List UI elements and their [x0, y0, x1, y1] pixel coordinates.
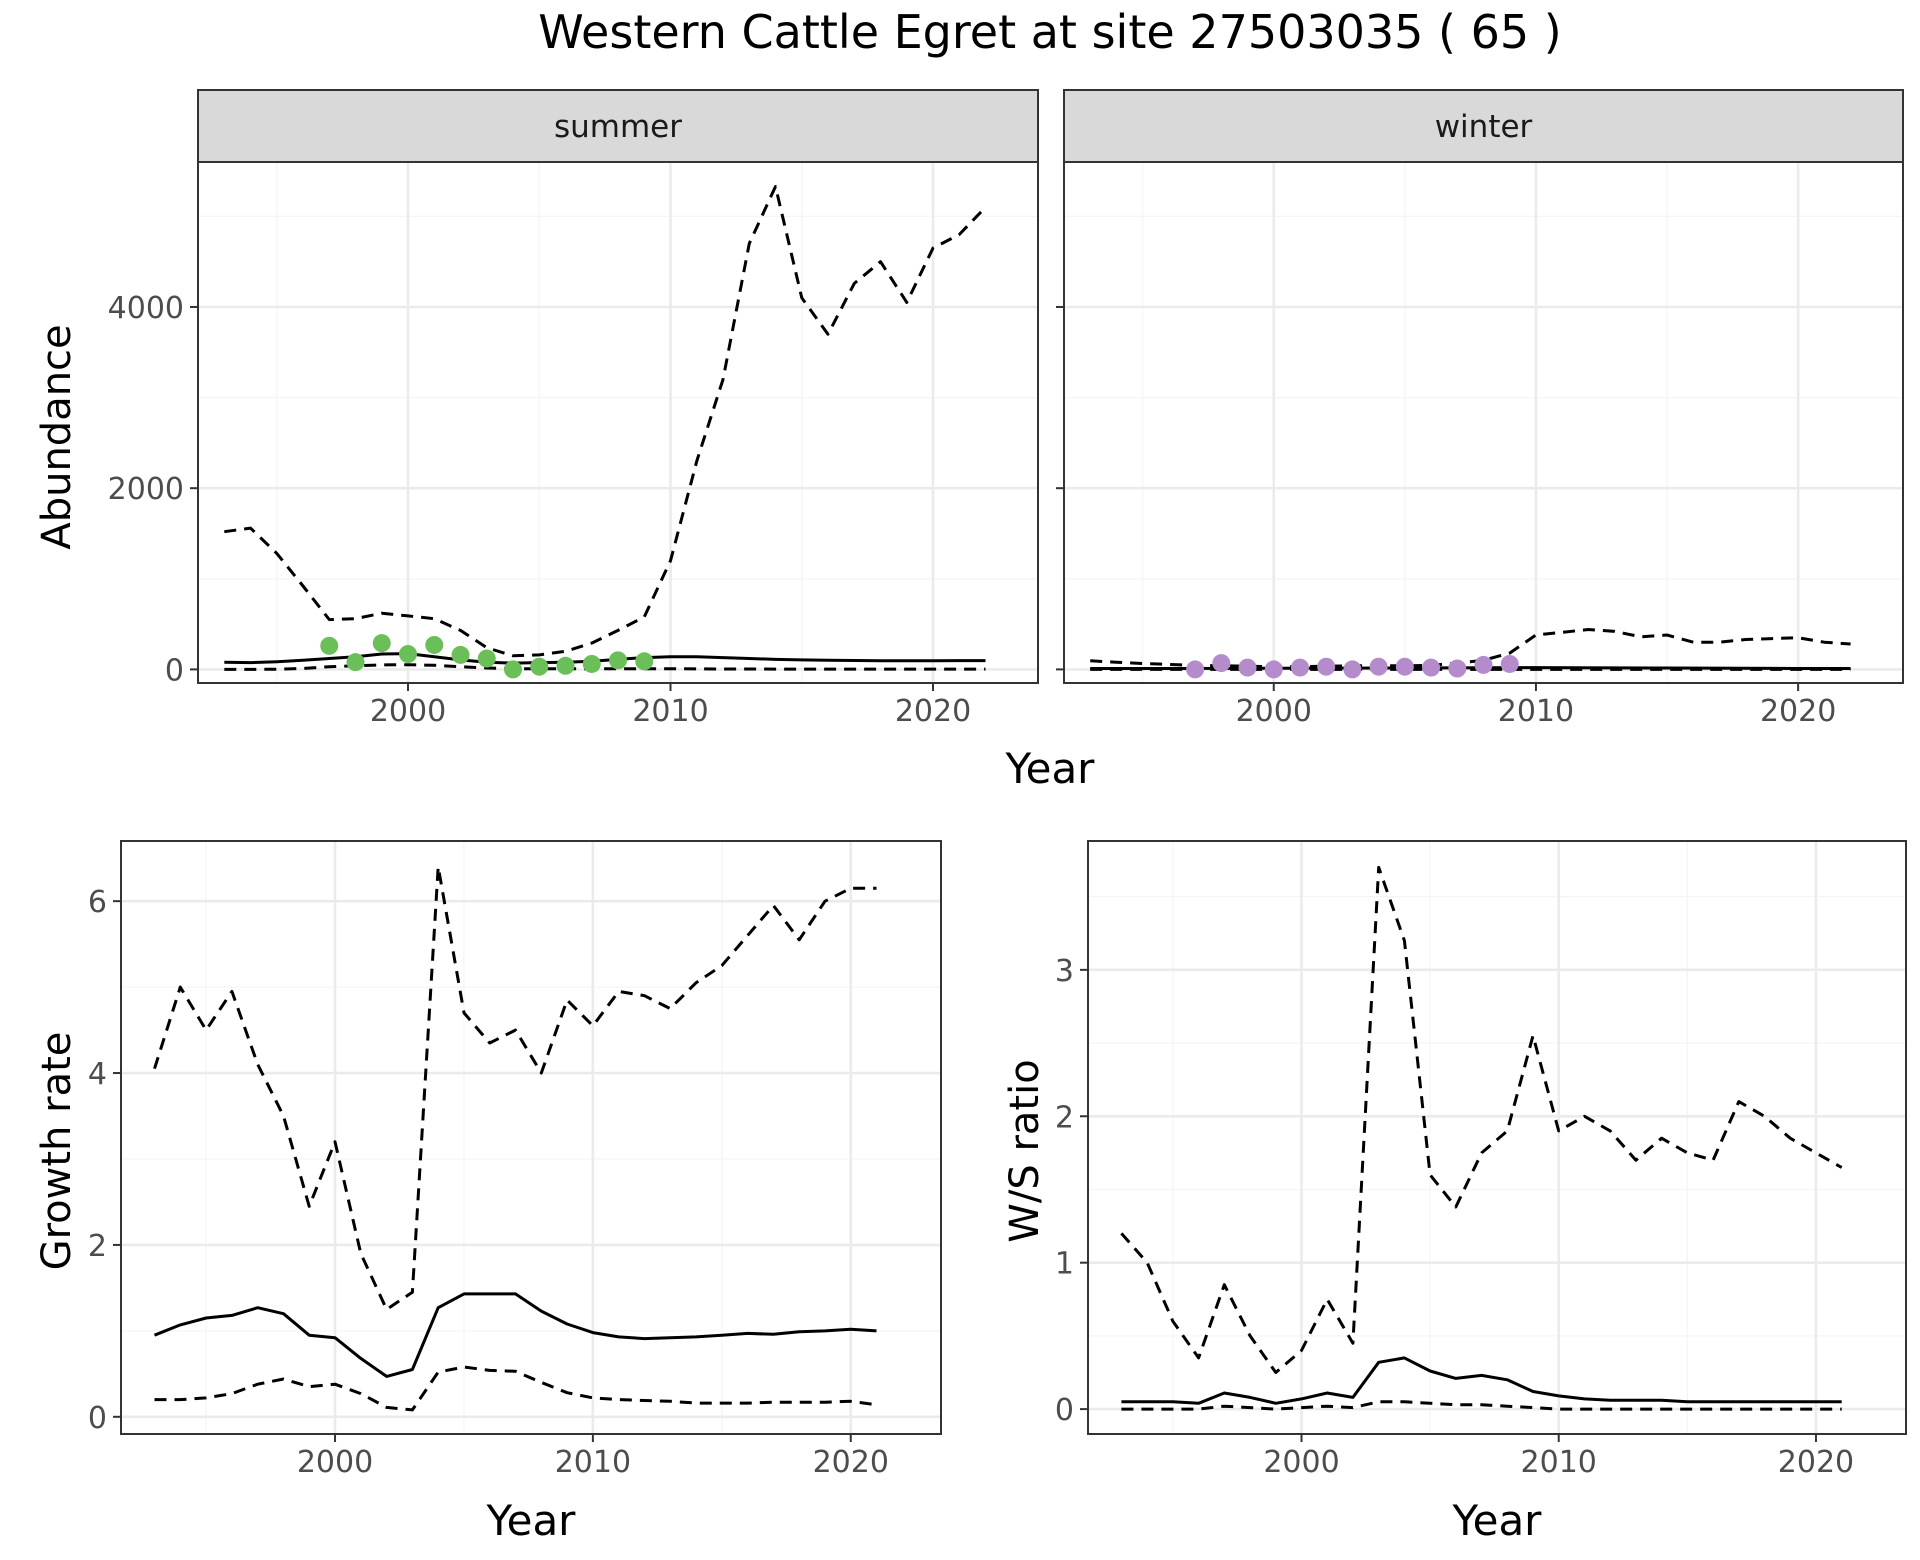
winter-observed-point	[1500, 654, 1519, 673]
summer-observed-point	[320, 636, 339, 655]
estimate-line	[1121, 1356, 1842, 1405]
x-tick-label: 2020	[895, 694, 971, 729]
summer-observed-point	[399, 645, 417, 664]
x-tick-label: 2000	[297, 1445, 373, 1480]
x-tick-label: 2010	[632, 694, 708, 729]
y-axis-title: Growth rate	[34, 1032, 80, 1271]
x-axis-title: Year	[1005, 744, 1096, 793]
upper-bound-line	[1090, 628, 1851, 669]
winter-abundance-panel: 2000 2010 2020 winter	[1056, 89, 1904, 729]
y-tick-label: 4000	[108, 291, 184, 326]
y-tick-label: 3	[1055, 954, 1074, 989]
y-tick-label: 2	[1055, 1100, 1074, 1135]
x-tick-label: 2010	[1498, 694, 1574, 729]
y-tick-label: 0	[1055, 1393, 1074, 1428]
panel-border	[197, 161, 1039, 684]
y-axis-title: Abundance	[34, 324, 80, 549]
summer-observed-point	[556, 656, 575, 675]
upper-bound-line	[224, 185, 987, 658]
facet-strip-label: summer	[554, 109, 682, 145]
panel-border	[1063, 161, 1904, 684]
x-tick-label: 2000	[370, 694, 446, 729]
y-tick-label: 2000	[108, 472, 184, 507]
winter-observed-point	[1264, 660, 1283, 679]
upper-bound-line	[1120, 865, 1843, 1374]
facet-strip	[197, 89, 1039, 163]
x-tick-label: 2020	[813, 1445, 889, 1480]
y-tick-label: 4	[88, 1057, 107, 1092]
estimate-line	[224, 652, 986, 665]
x-tick-label: 2000	[1236, 694, 1312, 729]
summer-observed-point	[504, 660, 522, 679]
summer-observed-point	[425, 635, 444, 654]
y-tick-label: 1	[1055, 1247, 1074, 1282]
facet-strip	[1063, 89, 1904, 163]
y-tick-label: 2	[88, 1229, 107, 1264]
x-tick-label: 2010	[1521, 1445, 1597, 1480]
winter-observed-point	[1238, 658, 1257, 677]
x-tick-label: 2020	[1760, 694, 1836, 729]
winter-observed-point	[1395, 657, 1414, 676]
y-tick-label: 0	[165, 653, 184, 688]
panel-border	[1087, 840, 1907, 1435]
winter-observed-point	[1212, 654, 1231, 673]
y-axis-title: W/S ratio	[1002, 1059, 1048, 1242]
summer-observed-point	[477, 649, 496, 668]
ws-ratio-panel: 2000 2010 2020 0 1 2 3 W/S ratio Year	[1002, 840, 1907, 1545]
y-tick-label: 6	[88, 885, 107, 920]
facet-strip-label: winter	[1435, 109, 1533, 145]
winter-observed-point	[1343, 660, 1362, 679]
x-tick-label: 2020	[1778, 1445, 1854, 1480]
summer-observed-point	[372, 634, 391, 653]
summer-observed-point	[530, 657, 549, 676]
lower-bound-line	[154, 1365, 877, 1412]
winter-observed-point	[1186, 660, 1205, 679]
summer-observed-point	[582, 654, 601, 673]
x-axis-title: Year	[486, 1496, 577, 1545]
summer-observed-point	[635, 652, 654, 671]
estimate-line	[153, 1292, 877, 1378]
winter-observed-point	[1290, 658, 1309, 677]
summer-observed-point	[609, 651, 627, 670]
winter-observed-point	[1474, 655, 1493, 674]
winter-observed-point	[1317, 657, 1336, 676]
x-tick-label: 2000	[1263, 1445, 1339, 1480]
winter-observed-point	[1448, 659, 1467, 678]
growth-rate-panel: 2000 2010 2020 0 2 4 6 Growth rate Year	[34, 840, 942, 1545]
upper-bound-line	[153, 865, 877, 1311]
figure-title: Western Cattle Egret at site 27503035 ( …	[538, 5, 1561, 59]
winter-observed-point	[1422, 658, 1441, 677]
x-axis-title: Year	[1452, 1496, 1543, 1545]
y-tick-label: 0	[88, 1401, 107, 1436]
winter-observed-point	[1369, 657, 1388, 676]
x-tick-label: 2010	[555, 1445, 631, 1480]
summer-abundance-panel: 2000 2010 2020 0 2000 4000 summer Abundance Year	[34, 89, 1096, 793]
panel-border	[120, 840, 942, 1435]
summer-observed-point	[451, 645, 470, 664]
summer-observed-point	[346, 653, 365, 672]
lower-bound-line	[1121, 1400, 1842, 1411]
